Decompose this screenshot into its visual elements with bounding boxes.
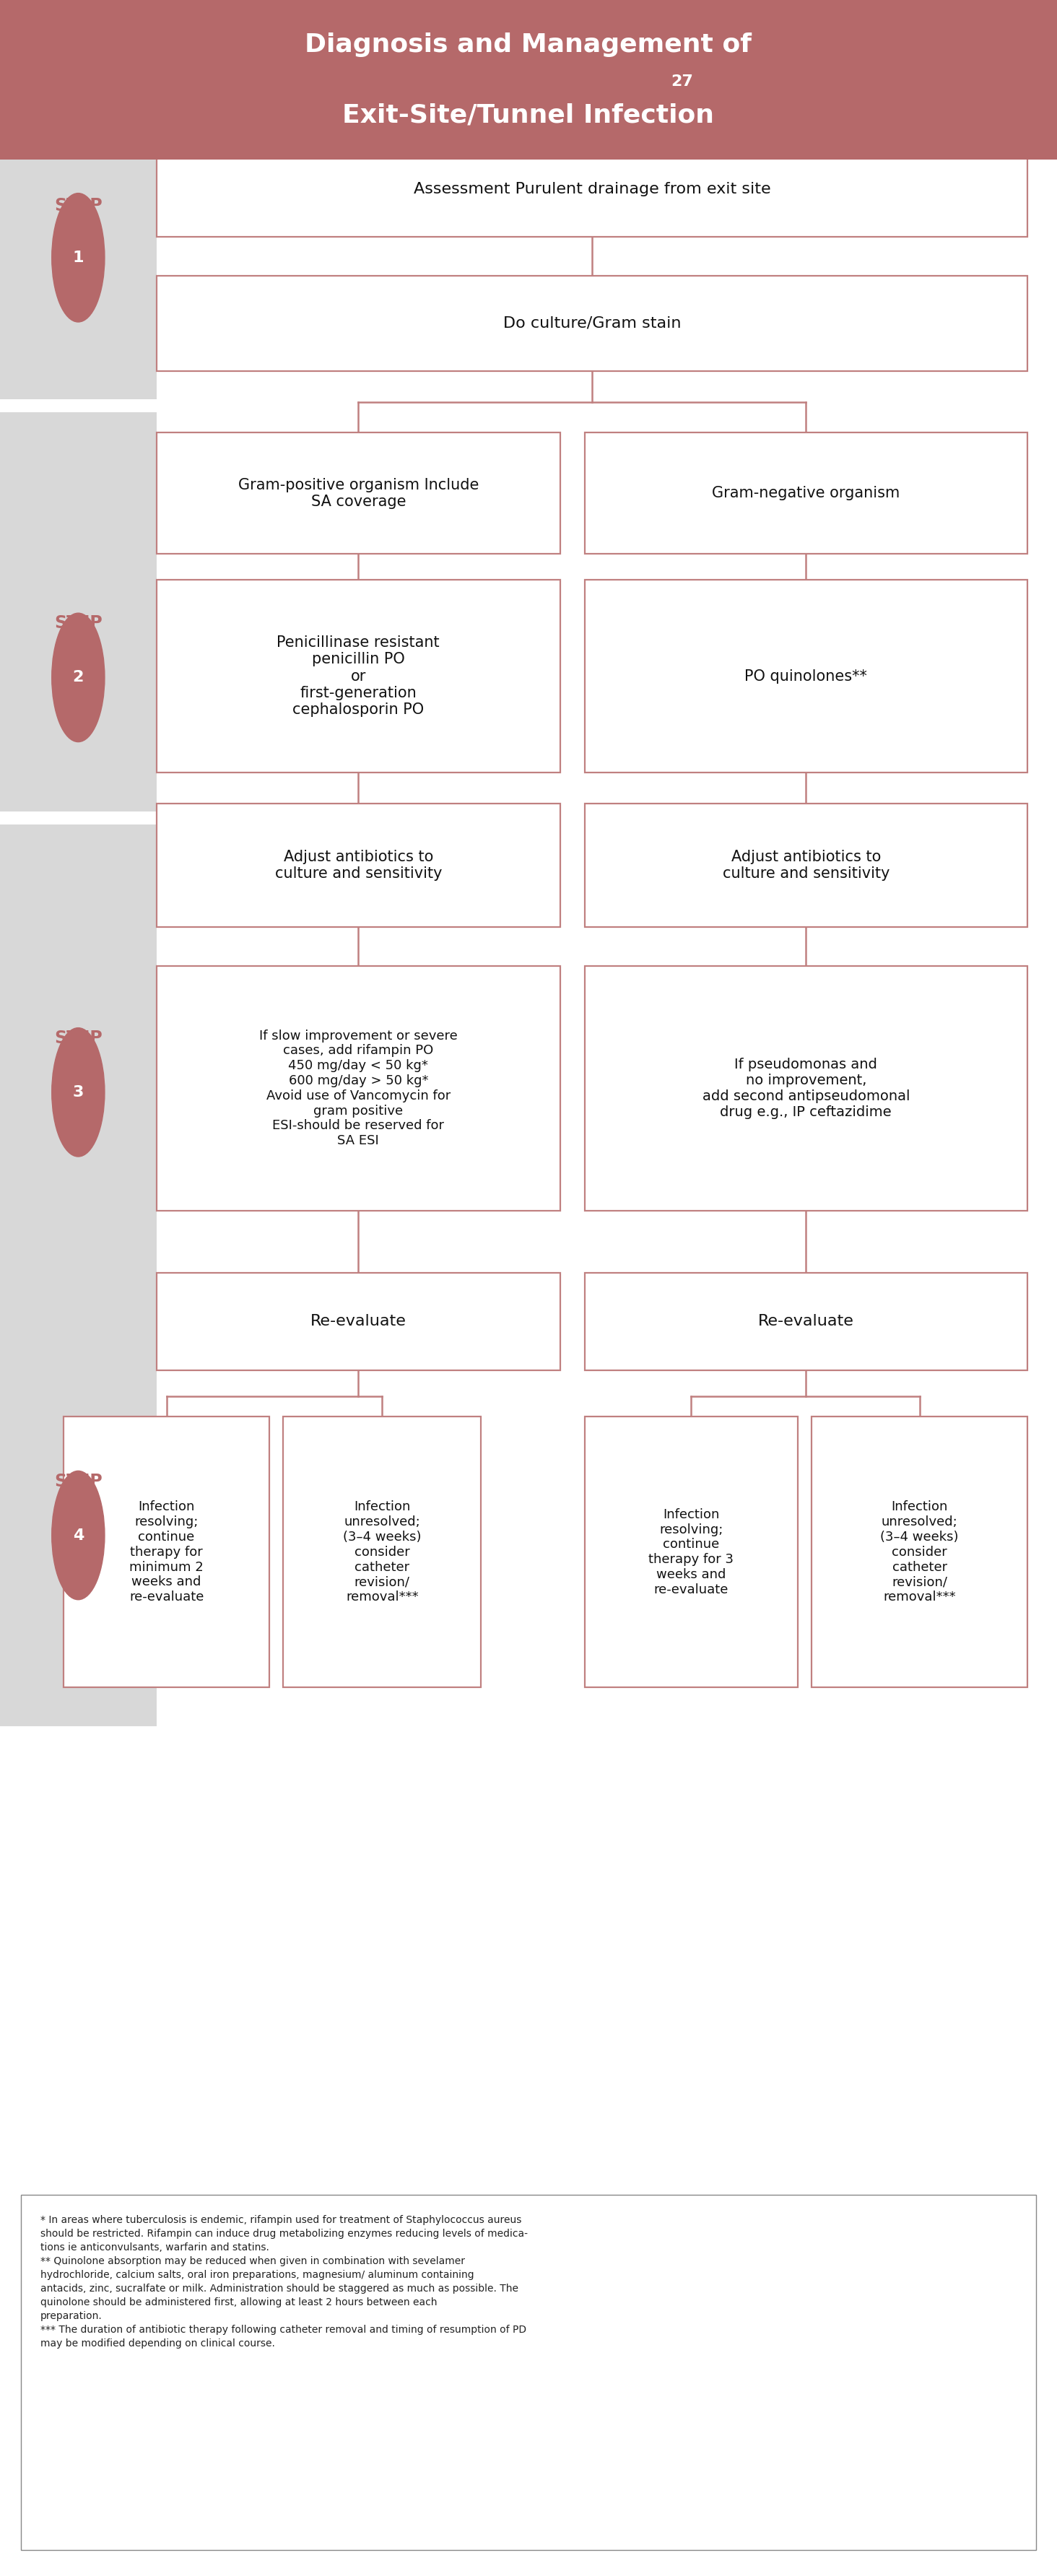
Text: Adjust antibiotics to
culture and sensitivity: Adjust antibiotics to culture and sensit… xyxy=(722,850,890,881)
FancyBboxPatch shape xyxy=(156,276,1027,371)
FancyBboxPatch shape xyxy=(156,433,560,554)
Text: Exit-Site/Tunnel Infection: Exit-Site/Tunnel Infection xyxy=(342,103,715,126)
Text: Diagnosis and Management of: Diagnosis and Management of xyxy=(305,33,752,57)
Text: 2: 2 xyxy=(73,670,84,685)
Text: Re-evaluate: Re-evaluate xyxy=(758,1314,854,1329)
Text: STEP: STEP xyxy=(54,616,103,631)
FancyBboxPatch shape xyxy=(0,412,156,811)
FancyBboxPatch shape xyxy=(0,824,156,1262)
Text: STEP: STEP xyxy=(54,1030,103,1046)
FancyBboxPatch shape xyxy=(585,580,1027,773)
FancyBboxPatch shape xyxy=(0,0,1057,160)
Text: PO quinolones**: PO quinolones** xyxy=(744,670,868,683)
FancyBboxPatch shape xyxy=(585,1273,1027,1370)
Text: Infection
resolving;
continue
therapy for 3
weeks and
re-evaluate: Infection resolving; continue therapy fo… xyxy=(649,1507,734,1597)
Circle shape xyxy=(52,1028,105,1157)
FancyBboxPatch shape xyxy=(0,1262,156,1726)
FancyBboxPatch shape xyxy=(283,1417,481,1687)
Text: * In areas where tuberculosis is endemic, rifampin used for treatment of Staphyl: * In areas where tuberculosis is endemic… xyxy=(40,2215,527,2349)
Text: Re-evaluate: Re-evaluate xyxy=(311,1314,406,1329)
Text: Do culture/Gram stain: Do culture/Gram stain xyxy=(503,317,681,330)
FancyBboxPatch shape xyxy=(585,1417,798,1687)
Text: Assessment Purulent drainage from exit site: Assessment Purulent drainage from exit s… xyxy=(413,183,771,196)
FancyBboxPatch shape xyxy=(156,142,1027,237)
FancyBboxPatch shape xyxy=(63,1417,270,1687)
FancyBboxPatch shape xyxy=(0,129,156,399)
Text: Penicillinase resistant
penicillin PO
or
first-generation
cephalosporin PO: Penicillinase resistant penicillin PO or… xyxy=(277,636,440,716)
Text: 4: 4 xyxy=(73,1528,84,1543)
FancyBboxPatch shape xyxy=(156,966,560,1211)
Text: Gram-negative organism: Gram-negative organism xyxy=(712,487,900,500)
FancyBboxPatch shape xyxy=(156,580,560,773)
Text: 27: 27 xyxy=(670,75,693,88)
FancyBboxPatch shape xyxy=(21,2195,1036,2550)
Text: Infection
resolving;
continue
therapy for
minimum 2
weeks and
re-evaluate: Infection resolving; continue therapy fo… xyxy=(129,1499,204,1605)
Text: Adjust antibiotics to
culture and sensitivity: Adjust antibiotics to culture and sensit… xyxy=(275,850,442,881)
Circle shape xyxy=(52,193,105,322)
Text: STEP: STEP xyxy=(54,198,103,214)
Text: If pseudomonas and
no improvement,
add second antipseudomonal
drug e.g., IP ceft: If pseudomonas and no improvement, add s… xyxy=(702,1059,910,1118)
Text: 1: 1 xyxy=(73,250,84,265)
FancyBboxPatch shape xyxy=(156,804,560,927)
Text: 3: 3 xyxy=(73,1084,84,1100)
Circle shape xyxy=(52,613,105,742)
FancyBboxPatch shape xyxy=(156,1273,560,1370)
Circle shape xyxy=(52,1471,105,1600)
Text: Gram-positive organism Include
SA coverage: Gram-positive organism Include SA covera… xyxy=(238,477,479,510)
FancyBboxPatch shape xyxy=(585,966,1027,1211)
Text: Infection
unresolved;
(3–4 weeks)
consider
catheter
revision/
removal***: Infection unresolved; (3–4 weeks) consid… xyxy=(342,1499,422,1605)
FancyBboxPatch shape xyxy=(585,804,1027,927)
Text: If slow improvement or severe
cases, add rifampin PO
450 mg/day < 50 kg*
600 mg/: If slow improvement or severe cases, add… xyxy=(259,1030,458,1146)
Text: STEP: STEP xyxy=(54,1473,103,1489)
FancyBboxPatch shape xyxy=(585,433,1027,554)
Text: Infection
unresolved;
(3–4 weeks)
consider
catheter
revision/
removal***: Infection unresolved; (3–4 weeks) consid… xyxy=(880,1499,959,1605)
FancyBboxPatch shape xyxy=(812,1417,1027,1687)
